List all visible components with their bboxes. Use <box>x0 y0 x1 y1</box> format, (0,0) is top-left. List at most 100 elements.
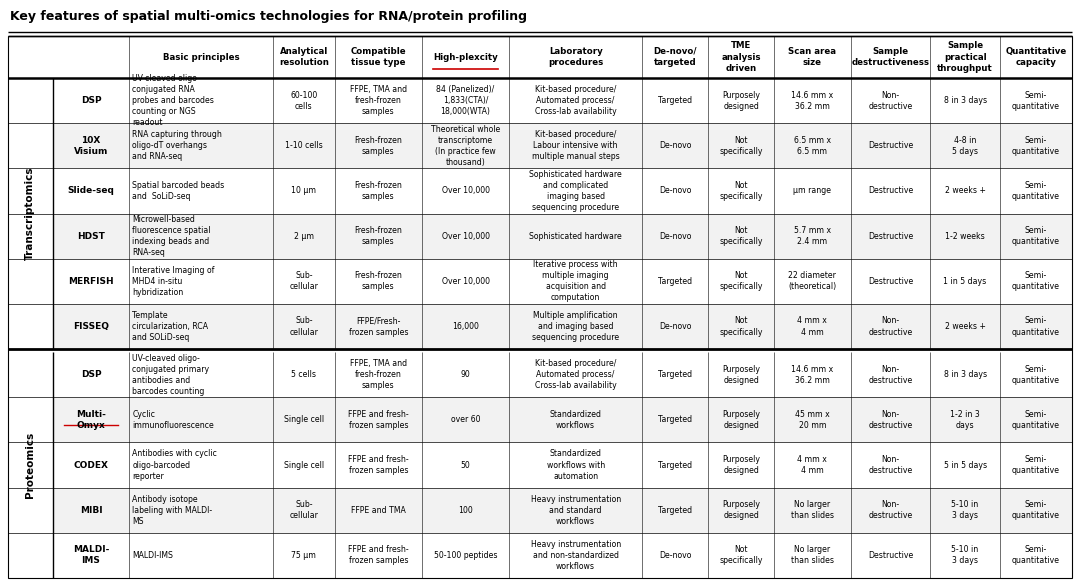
Text: Laboratory
procedures: Laboratory procedures <box>548 47 604 67</box>
Text: Non-
destructive: Non- destructive <box>868 410 913 430</box>
Text: MALDI-
IMS: MALDI- IMS <box>72 545 109 566</box>
Text: Semi-
quantitative: Semi- quantitative <box>1012 364 1059 385</box>
Text: Transcriptomics: Transcriptomics <box>25 167 36 260</box>
Text: Slide-seq: Slide-seq <box>68 187 114 195</box>
Text: μm range: μm range <box>794 187 832 195</box>
Text: Purposely
designed: Purposely designed <box>723 500 760 520</box>
Text: Antibody isotope
labeling with MALDI-
MS: Antibody isotope labeling with MALDI- MS <box>132 495 213 526</box>
Text: 5.7 mm x
2.4 mm: 5.7 mm x 2.4 mm <box>794 226 831 246</box>
Text: 4-8 in
5 days: 4-8 in 5 days <box>953 136 978 156</box>
Text: Standardized
workflows with
automation: Standardized workflows with automation <box>546 449 605 481</box>
Text: 1 in 5 days: 1 in 5 days <box>944 277 987 286</box>
Text: High-plexcity: High-plexcity <box>433 53 498 61</box>
Bar <box>53 304 1072 349</box>
Text: Destructive: Destructive <box>868 277 914 286</box>
Text: FFPE and TMA: FFPE and TMA <box>351 505 406 515</box>
Text: FISSEQ: FISSEQ <box>73 322 109 331</box>
Text: Interative Imaging of
MHD4 in-situ
hybridization: Interative Imaging of MHD4 in-situ hybri… <box>132 266 215 297</box>
Text: 60-100
cells: 60-100 cells <box>291 91 318 111</box>
Text: Iterative process with
multiple imaging
acquisition and
computation: Iterative process with multiple imaging … <box>534 260 618 302</box>
Text: 4 mm x
4 mm: 4 mm x 4 mm <box>797 316 827 336</box>
Text: Not
specifically: Not specifically <box>719 545 762 566</box>
Text: Targeted: Targeted <box>658 505 692 515</box>
Text: Destructive: Destructive <box>868 232 914 240</box>
Text: Template
circularization, RCA
and SOLiD-seq: Template circularization, RCA and SOLiD-… <box>132 311 208 342</box>
Text: 1-2 weeks: 1-2 weeks <box>945 232 985 240</box>
Text: Not
specifically: Not specifically <box>719 271 762 291</box>
Text: over 60: over 60 <box>450 415 481 424</box>
Text: 2 μm: 2 μm <box>294 232 314 240</box>
Text: UV-cleaved oligo-
conjugated primary
antibodies and
barcodes counting: UV-cleaved oligo- conjugated primary ant… <box>132 353 210 396</box>
Text: 14.6 mm x
36.2 mm: 14.6 mm x 36.2 mm <box>792 91 834 111</box>
Text: Fresh-frozen
samples: Fresh-frozen samples <box>354 271 402 291</box>
Text: 5-10 in
3 days: 5-10 in 3 days <box>951 545 978 566</box>
Text: Spatial barcoded beads
and  SoLiD-seq: Spatial barcoded beads and SoLiD-seq <box>132 181 225 201</box>
Text: Multiple amplification
and imaging based
sequencing procedure: Multiple amplification and imaging based… <box>532 311 619 342</box>
Text: Standardized
workflows: Standardized workflows <box>550 410 602 430</box>
Text: Non-
destructive: Non- destructive <box>868 91 913 111</box>
Text: RNA capturing through
oligo-dT overhangs
and RNA-seq: RNA capturing through oligo-dT overhangs… <box>132 130 222 161</box>
Bar <box>53 123 1072 168</box>
Text: De-novo/
targeted: De-novo/ targeted <box>653 47 697 67</box>
Text: 84 (Panelized)/
1,833(CTA)/
18,000(WTA): 84 (Panelized)/ 1,833(CTA)/ 18,000(WTA) <box>436 85 495 116</box>
Text: Destructive: Destructive <box>868 187 914 195</box>
Text: Non-
destructive: Non- destructive <box>868 500 913 520</box>
Text: 50-100 peptides: 50-100 peptides <box>434 551 497 560</box>
Text: FFPE, TMA and
fresh-frozen
samples: FFPE, TMA and fresh-frozen samples <box>350 85 407 116</box>
Text: Theoretical whole
transcriptome
(In practice few
thousand): Theoretical whole transcriptome (In prac… <box>431 125 500 167</box>
Text: 100: 100 <box>458 505 473 515</box>
Text: 5-10 in
3 days: 5-10 in 3 days <box>951 500 978 520</box>
Text: Kit-based procedure/
Automated process/
Cross-lab availability: Kit-based procedure/ Automated process/ … <box>535 85 617 116</box>
Text: FFPE and fresh-
frozen samples: FFPE and fresh- frozen samples <box>348 545 408 566</box>
Text: 16,000: 16,000 <box>453 322 478 331</box>
Text: Not
specifically: Not specifically <box>719 181 762 201</box>
Text: Destructive: Destructive <box>868 141 914 150</box>
Text: Multi-
Omyx: Multi- Omyx <box>76 410 106 430</box>
Text: 6.5 mm x
6.5 mm: 6.5 mm x 6.5 mm <box>794 136 831 156</box>
Text: 2 weeks +: 2 weeks + <box>945 187 986 195</box>
Text: Compatible
tissue type: Compatible tissue type <box>350 47 406 67</box>
Text: 10 μm: 10 μm <box>292 187 316 195</box>
Text: Purposely
designed: Purposely designed <box>723 455 760 475</box>
Text: 75 μm: 75 μm <box>292 551 316 560</box>
Text: Heavy instrumentation
and standard
workflows: Heavy instrumentation and standard workf… <box>530 495 621 526</box>
Text: De-novo: De-novo <box>659 187 691 195</box>
Text: Basic principles: Basic principles <box>163 53 240 61</box>
Bar <box>53 397 1072 442</box>
Text: Purposely
designed: Purposely designed <box>723 364 760 385</box>
Text: Targeted: Targeted <box>658 370 692 379</box>
Text: DSP: DSP <box>81 370 102 379</box>
Text: Heavy instrumentation
and non-standardized
workflows: Heavy instrumentation and non-standardiz… <box>530 540 621 571</box>
Text: 2 weeks +: 2 weeks + <box>945 322 986 331</box>
Text: Targeted: Targeted <box>658 415 692 424</box>
Text: MIBI: MIBI <box>80 505 103 515</box>
Text: UV-cleaved oligo-
conjugated RNA
probes and barcodes
counting or NGS
readout: UV-cleaved oligo- conjugated RNA probes … <box>132 74 214 128</box>
Text: Targeted: Targeted <box>658 96 692 105</box>
Text: 8 in 3 days: 8 in 3 days <box>944 370 987 379</box>
Text: Semi-
quantitative: Semi- quantitative <box>1012 455 1059 475</box>
Text: Semi-
quantitative: Semi- quantitative <box>1012 91 1059 111</box>
Text: 1-10 cells: 1-10 cells <box>285 141 323 150</box>
Text: 10X
Visium: 10X Visium <box>73 136 108 156</box>
Text: Quantitative
capacity: Quantitative capacity <box>1005 47 1066 67</box>
Text: Not
specifically: Not specifically <box>719 226 762 246</box>
Text: Sub-
cellular: Sub- cellular <box>289 500 319 520</box>
Text: Over 10,000: Over 10,000 <box>442 232 489 240</box>
Text: No larger
than slides: No larger than slides <box>791 500 834 520</box>
Text: CODEX: CODEX <box>73 460 108 470</box>
Text: Not
specifically: Not specifically <box>719 136 762 156</box>
Text: 5 cells: 5 cells <box>292 370 316 379</box>
Text: Destructive: Destructive <box>868 551 914 560</box>
Text: De-novo: De-novo <box>659 141 691 150</box>
Text: FFPE and fresh-
frozen samples: FFPE and fresh- frozen samples <box>348 410 408 430</box>
Text: TME
analysis
driven: TME analysis driven <box>721 42 760 73</box>
Text: Over 10,000: Over 10,000 <box>442 187 489 195</box>
Text: Non-
destructive: Non- destructive <box>868 316 913 336</box>
Text: DSP: DSP <box>81 96 102 105</box>
Text: De-novo: De-novo <box>659 322 691 331</box>
Text: 90: 90 <box>461 370 471 379</box>
Text: MALDI-IMS: MALDI-IMS <box>132 551 173 560</box>
Text: Sophisticated hardware
and complicated
imaging based
sequencing procedure: Sophisticated hardware and complicated i… <box>529 170 622 212</box>
Text: 22 diameter
(theoretical): 22 diameter (theoretical) <box>788 271 836 291</box>
Text: HDST: HDST <box>77 232 105 240</box>
